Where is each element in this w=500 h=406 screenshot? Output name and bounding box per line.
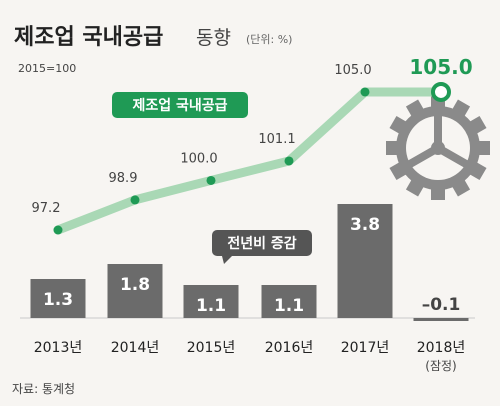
- category-label: 2016년: [265, 340, 314, 356]
- line-path: [53, 87, 446, 235]
- line-point: [206, 175, 216, 185]
- category-label: 2017년: [341, 340, 390, 356]
- bar-value-label: –0.1: [422, 295, 461, 315]
- svg-text:제조업 국내공급: 제조업 국내공급: [132, 98, 227, 114]
- category-note: (잠정): [425, 359, 456, 373]
- line-value-label: 100.0: [180, 151, 217, 166]
- category-label: 2015년: [187, 340, 236, 356]
- line-point: [284, 156, 294, 166]
- chart-title: 제조업 국내공급: [14, 25, 163, 50]
- bar-value-label: 1.1: [274, 296, 304, 316]
- line-value-label: 101.1: [258, 132, 295, 147]
- category-axis: 2013년 2014년 2015년 2016년 2017년 2018년 (잠정): [34, 340, 466, 373]
- gear-icon: [386, 96, 490, 200]
- bar: [261, 285, 317, 318]
- line-value-label: 105.0: [334, 63, 371, 78]
- line-point: [431, 81, 451, 102]
- bar-value-label: 3.8: [350, 215, 380, 235]
- category-label: 2013년: [34, 340, 83, 356]
- bar-value-label: 1.1: [196, 296, 226, 316]
- line-value-label: 97.2: [32, 201, 61, 216]
- source-label: 자료: 통계청: [12, 382, 75, 396]
- category-label: 2018년: [417, 340, 466, 356]
- line-point: [360, 87, 370, 97]
- bar: [337, 204, 393, 318]
- line-point: [53, 225, 63, 235]
- bar: [183, 285, 239, 318]
- line-value-label: 105.0: [409, 55, 472, 79]
- line-series: 97.2 98.9 100.0 101.1 105.0 105.0: [32, 55, 473, 235]
- chart-subtitle: 동향: [196, 27, 231, 49]
- bar: [107, 264, 163, 318]
- line-series-badge: 제조업 국내공급: [112, 92, 248, 118]
- category-label: 2014년: [111, 340, 160, 356]
- svg-text:전년비 증감: 전년비 증감: [227, 235, 296, 252]
- bar-series-badge: 전년비 증감: [212, 230, 312, 264]
- bar-value-label: 1.8: [120, 275, 150, 295]
- bar: [413, 318, 469, 321]
- bar-series: 1.3 1.8 1.1 1.1 3.8 –0.1: [30, 204, 469, 321]
- line-value-label: 98.9: [109, 171, 138, 186]
- bar-value-label: 1.3: [43, 290, 73, 310]
- unit-label: (단위: %): [246, 33, 292, 46]
- index-base-label: 2015=100: [18, 62, 76, 75]
- line-point: [130, 195, 140, 205]
- bar: [30, 279, 86, 318]
